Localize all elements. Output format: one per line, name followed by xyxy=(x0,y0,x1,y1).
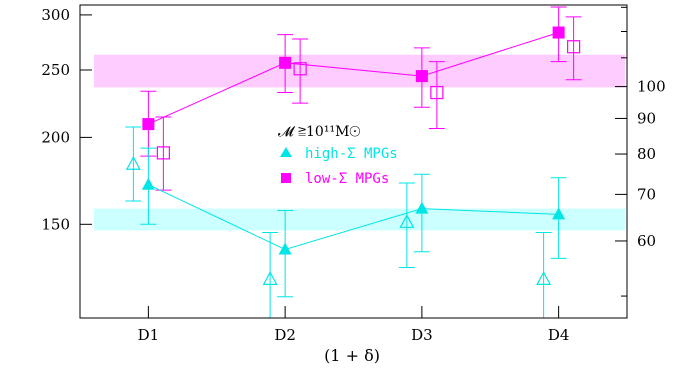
series-triangle-filled xyxy=(140,147,567,298)
series-line xyxy=(148,184,559,251)
y-tick-label-left: 300 xyxy=(41,6,70,24)
marker-square-open xyxy=(430,85,444,100)
marker-square-filled xyxy=(142,118,155,131)
x-tick-label: D4 xyxy=(548,326,570,344)
x-tick-label: D1 xyxy=(138,326,160,344)
y-tick-label-left: 150 xyxy=(41,215,70,233)
marker-triangle-open xyxy=(399,214,415,228)
series-triangle-open xyxy=(125,126,552,318)
marker-square-open xyxy=(567,40,581,54)
legend-label-high: high-Σ MPGs xyxy=(305,146,398,162)
plot-layer xyxy=(125,6,582,318)
marker-square-filled xyxy=(415,70,428,83)
series-line xyxy=(148,32,559,125)
plot-frame xyxy=(79,4,628,319)
band-high-sigma xyxy=(94,208,625,231)
ticks-layer xyxy=(80,6,627,318)
y-tick-label-right: 90 xyxy=(637,109,656,127)
y-tick-label-left: 200 xyxy=(41,128,70,146)
marker-triangle-open xyxy=(125,155,141,170)
series-square-filled xyxy=(140,6,567,157)
marker-triangle-open xyxy=(536,271,552,285)
legend-marker-square xyxy=(281,173,291,183)
marker-square-filled xyxy=(552,26,565,39)
marker-triangle-open xyxy=(262,271,278,285)
bands-layer xyxy=(94,54,625,231)
series-square-open xyxy=(155,16,582,191)
marker-triangle-filled xyxy=(141,177,155,190)
y-tick-label-right: 100 xyxy=(637,78,666,96)
x-tick-label: D2 xyxy=(274,326,296,344)
legend-marker-triangle xyxy=(280,147,292,157)
y-tick-label-right: 80 xyxy=(637,145,656,163)
y-tick-label-right: 60 xyxy=(637,232,656,250)
marker-triangle-filled xyxy=(552,207,566,220)
legend-label-low: low-Σ MPGs xyxy=(305,171,389,187)
legend: 𝓜 ≧10¹¹M☉ high-Σ MPGs low-Σ MPGs xyxy=(278,124,398,187)
tick-labels-layer: 150 200 250 300 60 70 80 90 100 D1 D2 D3 D4 xyxy=(41,6,665,344)
legend-title: 𝓜 ≧10¹¹M☉ xyxy=(278,124,361,140)
marker-square-open xyxy=(293,62,307,76)
marker-square-filled xyxy=(279,56,292,69)
marker-square-open xyxy=(156,146,170,160)
y-tick-label-left: 250 xyxy=(41,61,70,79)
band-low-sigma xyxy=(94,54,625,88)
x-axis-label: (1 + δ) xyxy=(324,346,380,365)
y-tick-label-right: 70 xyxy=(637,185,656,203)
marker-triangle-filled xyxy=(278,242,292,255)
x-tick-label: D3 xyxy=(411,326,433,344)
marker-triangle-filled xyxy=(415,201,429,214)
